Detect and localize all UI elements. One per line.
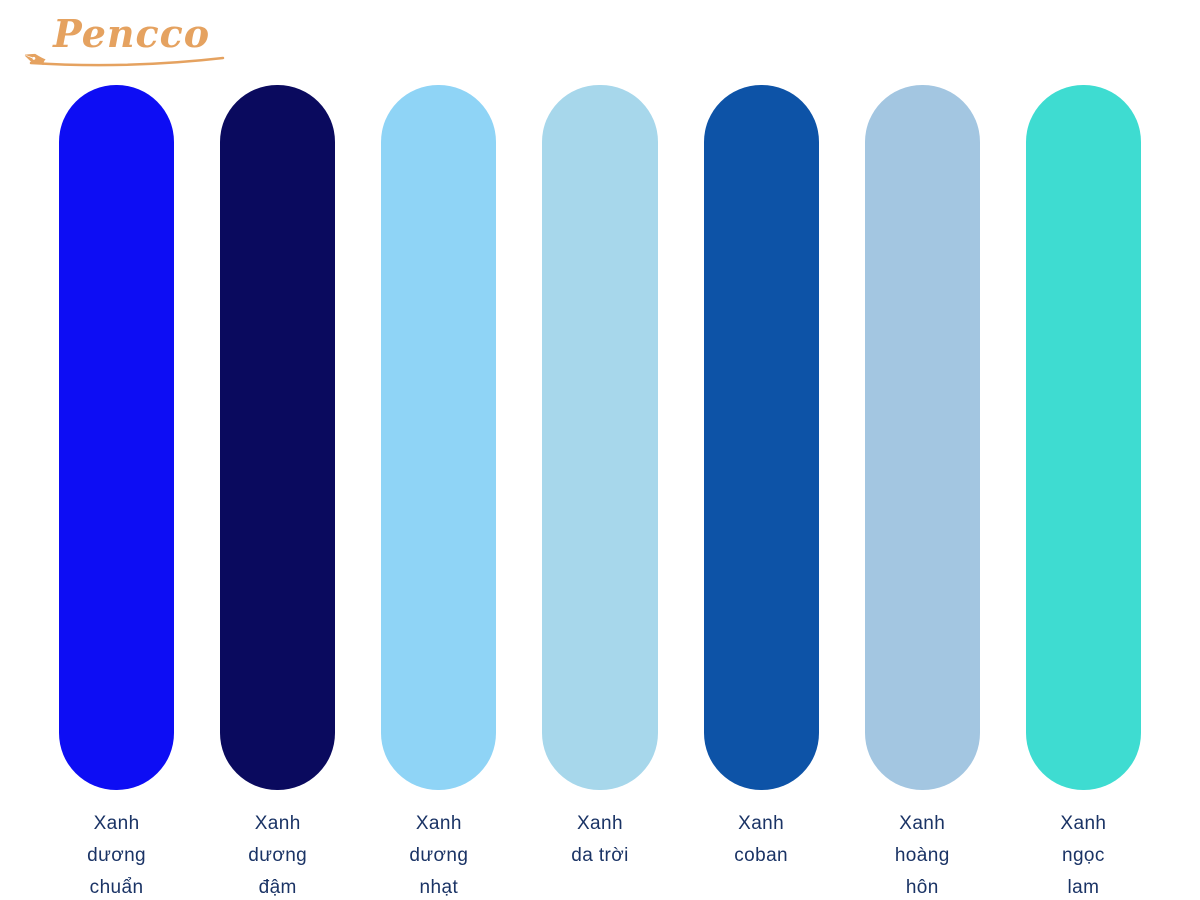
- swatch-label: Xanh ngọc lam: [1060, 813, 1107, 898]
- brand-logo: ✒ Pencco: [18, 11, 227, 77]
- color-bar: [220, 85, 336, 790]
- logo-underline: [29, 56, 225, 67]
- logo-text: Pencco: [53, 11, 211, 56]
- color-bar: [864, 85, 980, 790]
- palette: Xanh dương chuẩn Xanh dương đậm Xanh dươ…: [59, 85, 1141, 900]
- swatch-column: Xanh dương nhạt: [381, 85, 497, 900]
- color-bar: [381, 85, 497, 790]
- swatch-column: Xanh coban: [703, 85, 819, 900]
- swatch-column: Xanh dương chuẩn: [59, 85, 175, 900]
- color-bar: [59, 85, 175, 790]
- swatch-column: Xanh ngọc lam: [1025, 85, 1141, 900]
- swatch-label: Xanh hoàng hôn: [894, 813, 950, 898]
- swatch-column: Xanh hoàng hôn: [864, 85, 980, 900]
- color-bar: [1025, 85, 1141, 790]
- swatch-column: Xanh dương đậm: [220, 85, 336, 900]
- swatch-label: Xanh da trời: [571, 813, 629, 866]
- swatch-label: Xanh dương chuẩn: [87, 813, 147, 898]
- swatch-label: Xanh dương nhạt: [409, 813, 469, 898]
- swatch-label: Xanh coban: [734, 813, 789, 866]
- swatch-label: Xanh dương đậm: [248, 813, 308, 898]
- color-bar: [542, 85, 658, 790]
- pen-nib-icon: ✒: [17, 37, 53, 77]
- swatch-column: Xanh da trời: [542, 85, 658, 900]
- color-bar: [703, 85, 819, 790]
